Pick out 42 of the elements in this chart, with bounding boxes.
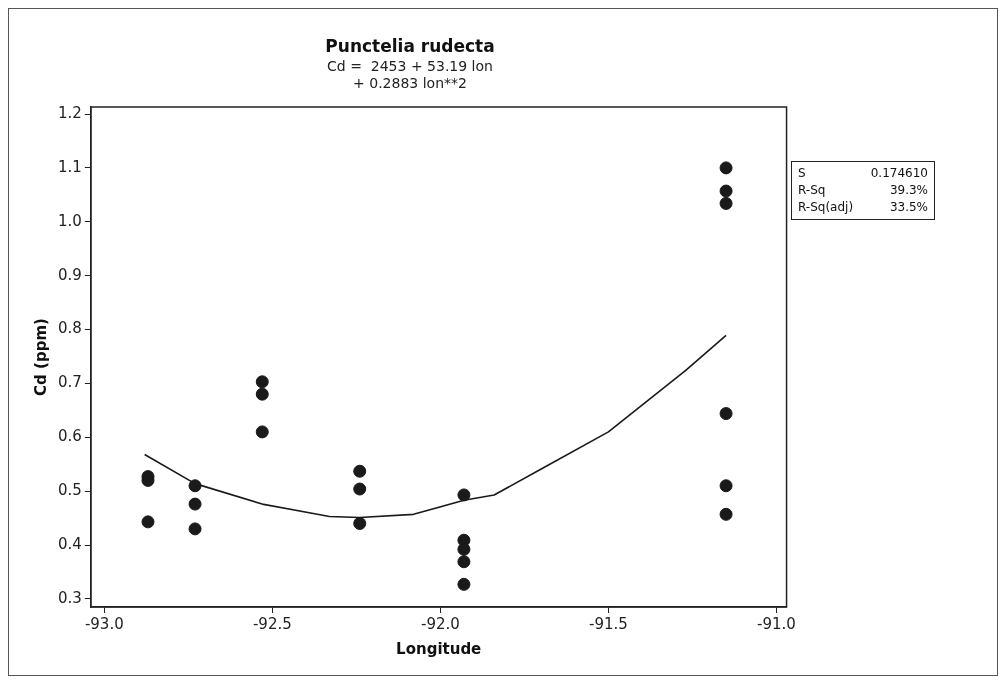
y-tick-label: 0.4 — [58, 534, 82, 553]
y-tick-label: 1.0 — [58, 211, 82, 230]
point — [188, 522, 202, 536]
point — [719, 479, 733, 493]
point — [457, 555, 471, 569]
y-tick-label: 1.2 — [58, 103, 82, 122]
point — [255, 387, 269, 401]
x-tick-label: -92.0 — [420, 614, 460, 633]
point — [188, 497, 202, 511]
point — [719, 161, 733, 175]
y-tick-label: 1.1 — [58, 157, 82, 176]
x-tick-label: -91.5 — [589, 614, 628, 633]
y-axis-title: Cd (ppm) — [31, 318, 50, 396]
point — [141, 515, 155, 529]
chart-title: Punctelia rudecta — [325, 35, 495, 56]
point — [457, 577, 471, 591]
point — [353, 516, 367, 530]
y-tick-label: 0.7 — [58, 373, 82, 392]
x-tick-label: -91.0 — [757, 614, 796, 633]
y-tick-label: 0.8 — [58, 319, 82, 338]
x-tick-label: -92.5 — [252, 614, 292, 633]
point — [719, 196, 733, 210]
point — [188, 479, 202, 493]
y-tick-label: 0.6 — [58, 427, 82, 446]
point — [719, 184, 733, 198]
x-tick-label: -93.0 — [84, 614, 124, 633]
text: S 0.174610 — [798, 166, 928, 180]
point — [719, 407, 733, 421]
point — [353, 464, 367, 478]
y-tick-label: 0.9 — [58, 265, 82, 284]
text: R-Sq 39.3% — [798, 183, 928, 197]
point — [719, 507, 733, 521]
point — [457, 488, 471, 502]
x-axis-title: Longitude — [396, 639, 482, 658]
chart-subtitle: Cd = 2453 + 53.19 lon + 0.2883 lon**2 — [327, 58, 493, 92]
point — [255, 425, 269, 439]
point — [353, 482, 367, 496]
y-tick-label: 0.5 — [58, 481, 82, 500]
y-tick-label: 0.3 — [58, 588, 82, 607]
point — [457, 542, 471, 556]
text: R-Sq(adj) 33.5% — [798, 200, 928, 214]
point — [255, 375, 269, 389]
